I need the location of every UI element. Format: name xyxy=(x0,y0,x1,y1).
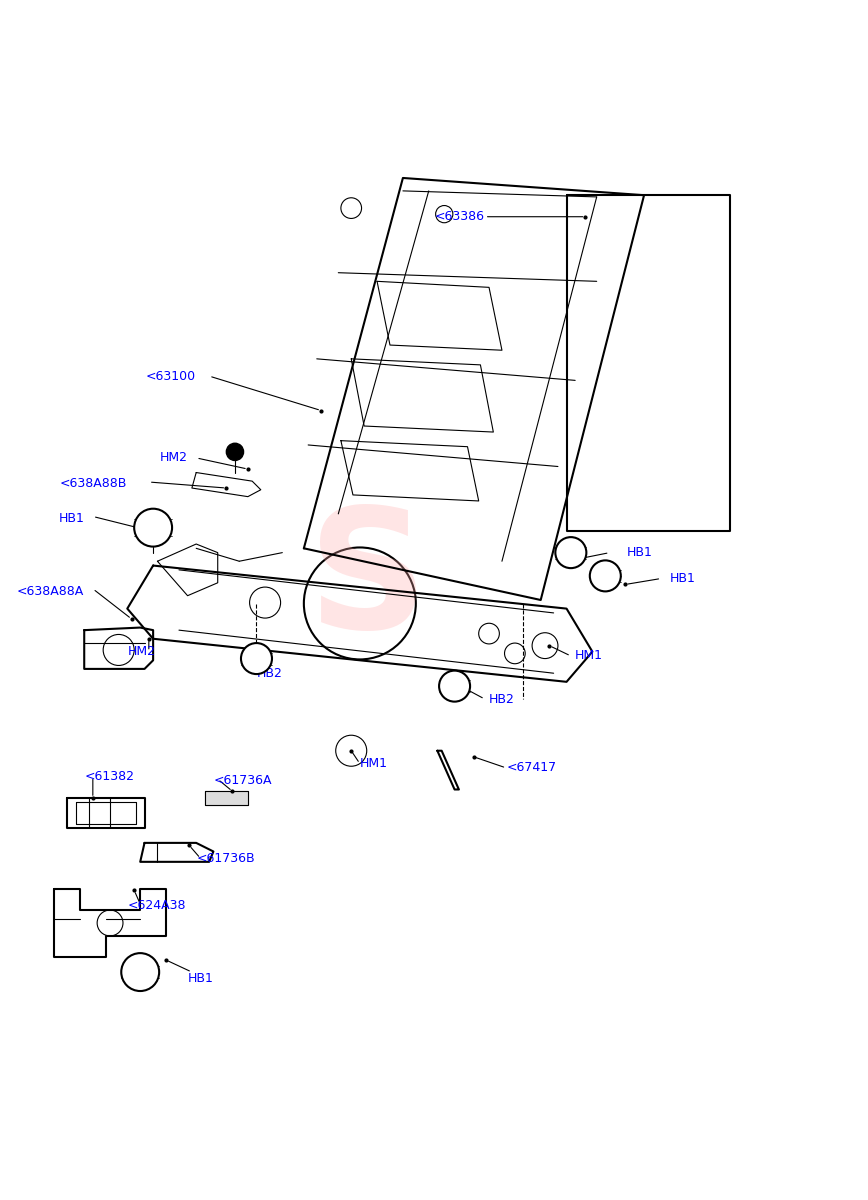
Text: <61736B: <61736B xyxy=(196,852,255,865)
Text: HM2: HM2 xyxy=(128,646,155,658)
Text: HB1: HB1 xyxy=(627,546,653,559)
Text: HB1: HB1 xyxy=(58,511,84,524)
Text: <67417: <67417 xyxy=(506,762,556,774)
Text: HM1: HM1 xyxy=(360,757,388,770)
Polygon shape xyxy=(205,791,248,805)
Text: <638A88A: <638A88A xyxy=(17,584,84,598)
Text: HB1: HB1 xyxy=(670,572,696,584)
Text: HB2: HB2 xyxy=(489,692,515,706)
Circle shape xyxy=(336,736,366,767)
Text: <61736A: <61736A xyxy=(214,774,272,787)
Text: S: S xyxy=(308,502,429,665)
Circle shape xyxy=(135,509,172,546)
Circle shape xyxy=(589,560,621,592)
Text: <61382: <61382 xyxy=(84,770,135,784)
Circle shape xyxy=(556,538,587,568)
Text: HB1: HB1 xyxy=(187,972,214,985)
Text: <63386: <63386 xyxy=(435,210,484,223)
Text: HM2: HM2 xyxy=(160,451,187,464)
Text: <63100: <63100 xyxy=(146,370,196,383)
Circle shape xyxy=(439,671,470,702)
Circle shape xyxy=(241,643,272,674)
Circle shape xyxy=(227,443,244,461)
Circle shape xyxy=(97,910,123,936)
Text: <638A88B: <638A88B xyxy=(60,478,128,491)
Text: HM1: HM1 xyxy=(575,649,603,662)
Circle shape xyxy=(532,632,558,659)
Text: <624A38: <624A38 xyxy=(128,899,186,912)
Circle shape xyxy=(122,953,159,991)
Text: HB2: HB2 xyxy=(256,667,282,679)
